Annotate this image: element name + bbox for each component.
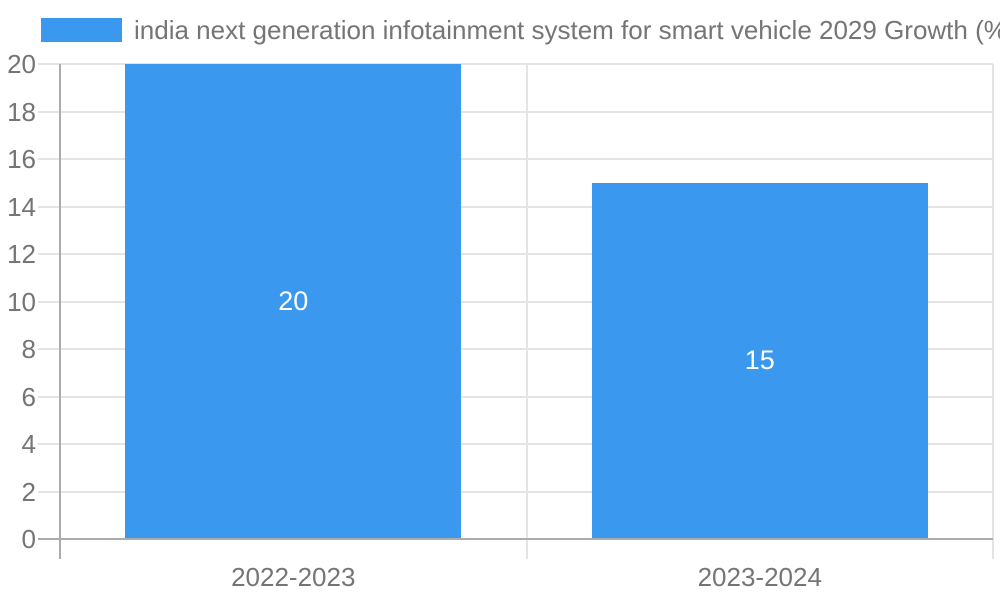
x-axis-line: [38, 538, 993, 540]
y-grid-line: [38, 395, 993, 398]
y-tick-label: 8: [21, 334, 36, 364]
y-grid-line: [38, 110, 993, 113]
bar[interactable]: 20: [125, 64, 462, 539]
x-tick-label: 2022-2023: [231, 562, 356, 592]
bar-value-label: 15: [744, 345, 775, 376]
y-grid-line: [38, 300, 993, 303]
category-separator-line: [992, 64, 994, 559]
y-tick-label: 14: [7, 191, 36, 222]
y-grid-line: [38, 348, 993, 350]
y-grid-line: [38, 205, 993, 208]
y-tick-label: 12: [7, 239, 36, 269]
y-tick-label: 4: [21, 429, 36, 459]
y-grid-line: [38, 158, 993, 160]
y-tick-label: 16: [7, 144, 36, 174]
y-grid-line: [38, 63, 993, 65]
chart-legend[interactable]: india next generation infotainment syste…: [41, 14, 1000, 46]
x-tick-label: 2023-2024: [697, 562, 822, 592]
y-tick-label: 6: [21, 381, 36, 412]
y-tick-label: 2: [21, 476, 36, 507]
legend-swatch-icon: [41, 18, 122, 42]
y-tick-label: 10: [7, 286, 36, 317]
y-tick-label: 0: [21, 524, 36, 554]
bar[interactable]: 15: [591, 182, 928, 539]
y-axis-line: [59, 64, 61, 559]
y-tick-label: 18: [7, 96, 36, 127]
y-grid-line: [38, 490, 993, 493]
category-separator-line: [525, 64, 528, 559]
y-grid-line: [38, 443, 993, 445]
bar-value-label: 20: [278, 286, 309, 316]
y-grid-line: [38, 253, 993, 255]
y-tick-label: 20: [7, 49, 36, 79]
legend-label: india next generation infotainment syste…: [134, 15, 1000, 45]
